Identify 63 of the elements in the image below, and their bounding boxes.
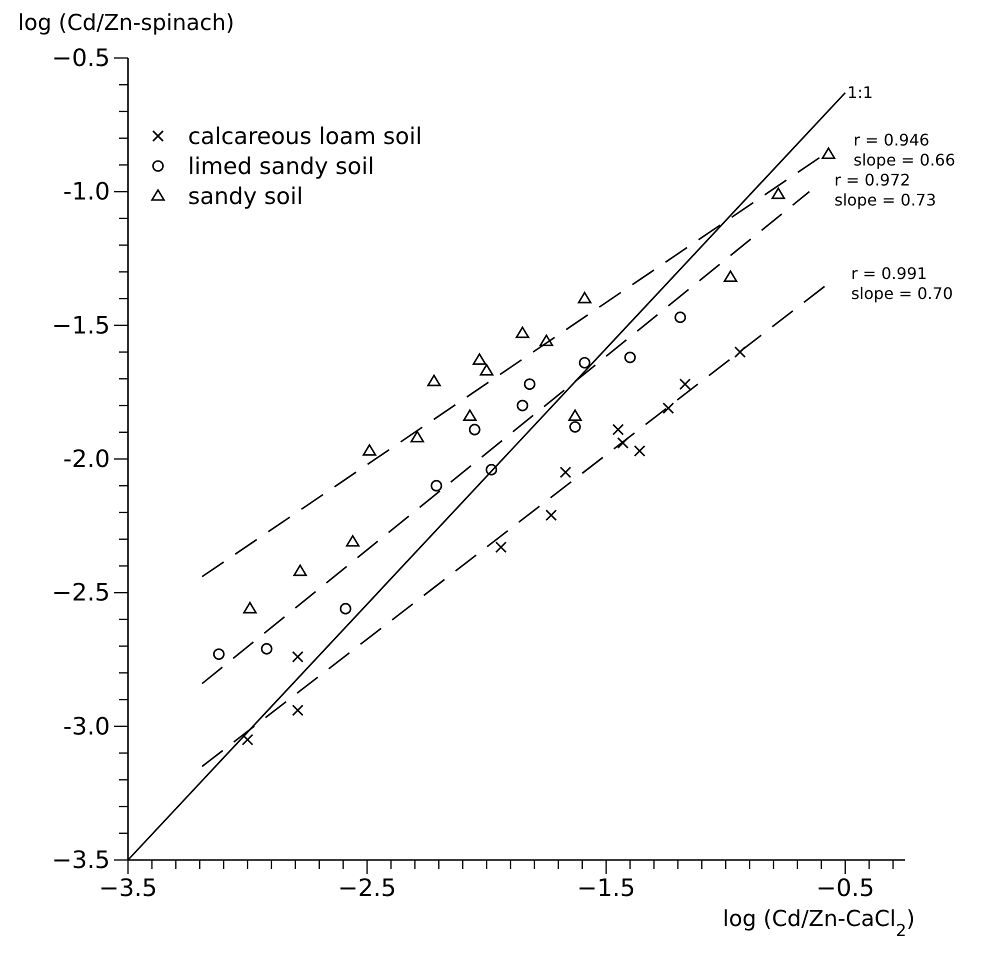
point bbox=[293, 564, 307, 576]
y-tick-label: -3.0 bbox=[63, 712, 110, 740]
point bbox=[724, 270, 738, 282]
annotation: slope = 0.66 bbox=[853, 150, 956, 170]
y-tick-label: −2.5 bbox=[52, 578, 110, 607]
point bbox=[569, 421, 581, 433]
point bbox=[410, 430, 424, 442]
point bbox=[346, 535, 360, 547]
annotation: 1:1 bbox=[847, 82, 873, 102]
point bbox=[578, 356, 590, 369]
x-tick-label: −0.5 bbox=[816, 874, 874, 902]
point bbox=[560, 466, 572, 478]
point bbox=[662, 402, 674, 414]
y-tick-label: −3.5 bbox=[52, 846, 110, 874]
point bbox=[292, 704, 304, 716]
point bbox=[340, 602, 352, 615]
point bbox=[734, 346, 746, 358]
point bbox=[568, 409, 582, 422]
point bbox=[545, 509, 557, 521]
x-tick-label: −3.5 bbox=[98, 874, 158, 902]
point bbox=[213, 648, 225, 660]
annotation: slope = 0.70 bbox=[851, 284, 953, 304]
y-tick-label: −0.5 bbox=[52, 44, 110, 72]
point bbox=[516, 400, 528, 412]
point bbox=[243, 602, 257, 614]
y-tick-label: -2.0 bbox=[63, 445, 110, 473]
point bbox=[674, 312, 686, 324]
point bbox=[634, 445, 646, 457]
legend-label: limed sandy soil bbox=[188, 154, 374, 180]
point bbox=[468, 424, 480, 436]
annotation: r = 0.946 bbox=[853, 130, 930, 150]
point bbox=[771, 188, 786, 200]
point bbox=[486, 464, 498, 476]
legend-label: calcareous loam soil bbox=[188, 124, 422, 150]
y-tick-label: −1.5 bbox=[52, 311, 110, 340]
annotation: slope = 0.73 bbox=[834, 190, 936, 210]
point bbox=[463, 409, 477, 422]
point bbox=[495, 541, 507, 554]
point bbox=[472, 353, 486, 365]
point bbox=[516, 326, 530, 338]
legend-label: sandy soil bbox=[188, 184, 304, 210]
point bbox=[480, 364, 494, 376]
annotation: r = 0.991 bbox=[851, 264, 928, 284]
point bbox=[524, 378, 536, 390]
x-tick-label: −2.5 bbox=[338, 874, 396, 902]
point bbox=[362, 444, 376, 456]
point bbox=[430, 480, 442, 492]
y-axis-title: log (Cd/Zn-spinach) bbox=[18, 11, 234, 36]
point bbox=[617, 437, 629, 449]
point bbox=[260, 643, 272, 655]
point bbox=[578, 292, 592, 304]
y-tick-label: -1.0 bbox=[63, 178, 110, 206]
point bbox=[612, 424, 624, 436]
point bbox=[679, 378, 691, 390]
point bbox=[242, 734, 254, 746]
x-axis-title: log (Cd/Zn-CaCl$_{2}$) bbox=[722, 907, 915, 940]
x-tick-label: −1.5 bbox=[577, 874, 636, 902]
point bbox=[427, 374, 441, 386]
point bbox=[540, 334, 554, 346]
point bbox=[822, 147, 836, 160]
point bbox=[624, 352, 636, 364]
annotation: r = 0.972 bbox=[834, 170, 910, 190]
point bbox=[292, 651, 304, 663]
